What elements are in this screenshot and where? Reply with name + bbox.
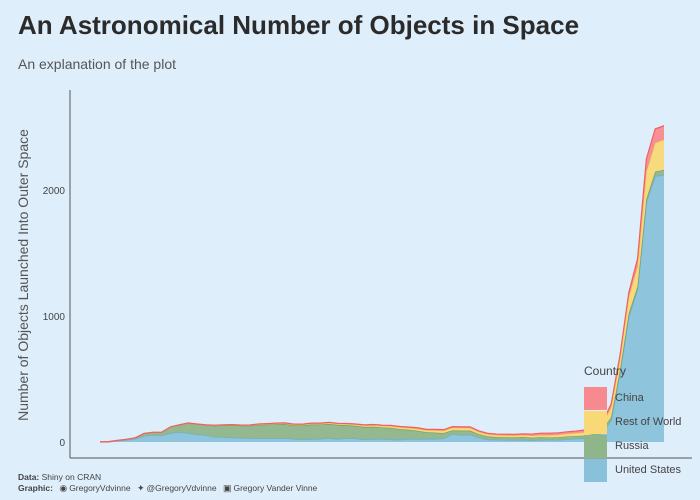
legend-label: United States <box>615 464 682 476</box>
line-united-states <box>100 174 665 443</box>
area-united-states <box>100 174 664 442</box>
line-rest-of-world <box>99 139 665 443</box>
caption-graphic-line: Graphic: ◉ GregoryVdvinne ✦ @GregoryVdvinn… <box>18 483 317 494</box>
stacked-areas <box>99 125 665 443</box>
area-russia <box>100 169 664 442</box>
line-china <box>99 125 665 443</box>
caption-data-line: Data: Shiny on CRAN <box>18 472 317 483</box>
y-tick-label: 1000 <box>43 312 66 323</box>
legend-swatch-united-states <box>584 458 607 482</box>
chart-subtitle: An explanation of the plot <box>18 56 177 72</box>
legend-swatch-rest-of-world <box>584 410 607 434</box>
y-tick-label: 0 <box>59 438 65 449</box>
github-icon: ◉ <box>59 483 68 493</box>
chart-title: An Astronomical Number of Objects in Spa… <box>18 10 580 40</box>
linkedin-icon: ▣ <box>222 483 232 493</box>
caption-twitter: @GregoryVdvinne <box>146 483 217 493</box>
line-russia <box>99 169 665 443</box>
twitter-icon: ✦ <box>136 483 145 493</box>
y-axis-label: Number of Objects Launched Into Outer Sp… <box>15 129 31 421</box>
legend: Country China Rest of World Russia Unite… <box>584 364 700 482</box>
legend-item-russia: Russia <box>584 434 700 458</box>
caption-data-label: Data: <box>18 472 40 482</box>
caption-data-text: Shiny on CRAN <box>41 472 102 482</box>
legend-label: Russia <box>615 440 649 452</box>
legend-title: Country <box>584 364 627 378</box>
caption-github: GregoryVdvinne <box>69 483 131 493</box>
legend-item-rest-of-world: Rest of World <box>584 410 700 434</box>
y-tick-labels: 0 1000 2000 <box>43 186 66 449</box>
legend-label: China <box>615 392 644 404</box>
area-china <box>100 125 664 442</box>
legend-swatch-russia <box>584 434 607 458</box>
caption: Data: Shiny on CRAN Graphic: ◉ GregoryVdv… <box>18 472 317 494</box>
legend-item-united-states: United States <box>584 458 700 482</box>
legend-item-china: China <box>584 386 700 410</box>
caption-linkedin: Gregory Vander Vinne <box>233 483 318 493</box>
legend-swatch-china <box>584 386 607 410</box>
area-rest-of-world <box>100 139 664 442</box>
legend-label: Rest of World <box>615 416 682 428</box>
caption-graphic-label: Graphic: <box>18 483 53 493</box>
y-tick-label: 2000 <box>43 186 66 197</box>
